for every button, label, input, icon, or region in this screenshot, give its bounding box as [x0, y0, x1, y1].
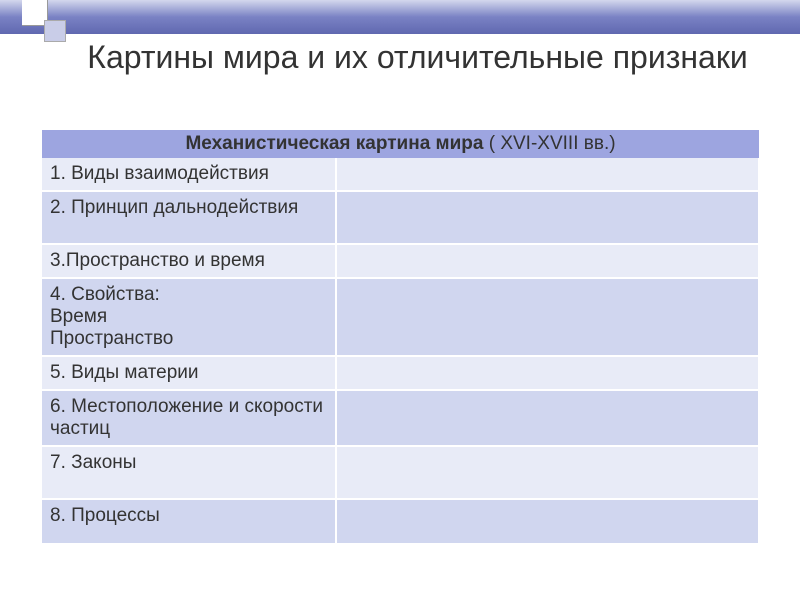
table-row: 5. Виды материи — [42, 356, 759, 390]
table-cell-right — [336, 356, 759, 390]
table-cell-left: 3.Пространство и время — [42, 244, 336, 278]
table-cell-left: 1. Виды взаимодействия — [42, 158, 336, 191]
main-table: Механистическая картина мира ( XVI-XVIII… — [42, 130, 760, 545]
table-cell-right — [336, 499, 759, 544]
table-header-row: Механистическая картина мира ( XVI-XVIII… — [42, 130, 759, 158]
table-cell-left: 5. Виды материи — [42, 356, 336, 390]
table-row: 2. Принцип дальнодействия — [42, 191, 759, 244]
table-row: 7. Законы — [42, 446, 759, 499]
table-cell-right — [336, 278, 759, 356]
table-cell-right — [336, 244, 759, 278]
table-row: 3.Пространство и время — [42, 244, 759, 278]
table-header-bold: Механистическая картина мира — [185, 133, 483, 154]
table-cell-left: 8. Процессы — [42, 499, 336, 544]
table-cell-left: 4. Свойства: Время Пространство — [42, 278, 336, 356]
slide-title: Картины мира и их отличительные признаки — [85, 38, 750, 76]
table-cell-left: 6. Местоположение и скорости частиц — [42, 390, 336, 446]
table-row: 6. Местоположение и скорости частиц — [42, 390, 759, 446]
table-row: 4. Свойства: Время Пространство — [42, 278, 759, 356]
table-cell-right — [336, 390, 759, 446]
table-cell-right — [336, 191, 759, 244]
table-row: 1. Виды взаимодействия — [42, 158, 759, 191]
table-cell-left: 2. Принцип дальнодействия — [42, 191, 336, 244]
table-cell-right — [336, 158, 759, 191]
table-header-rest: ( XVI-XVIII вв.) — [483, 133, 615, 154]
table-row: 8. Процессы — [42, 499, 759, 544]
header-gradient-bar — [0, 0, 800, 34]
table-cell-left: 7. Законы — [42, 446, 336, 499]
table-cell-right — [336, 446, 759, 499]
table-header-cell: Механистическая картина мира ( XVI-XVIII… — [42, 130, 759, 158]
decor-square-small — [44, 20, 66, 42]
